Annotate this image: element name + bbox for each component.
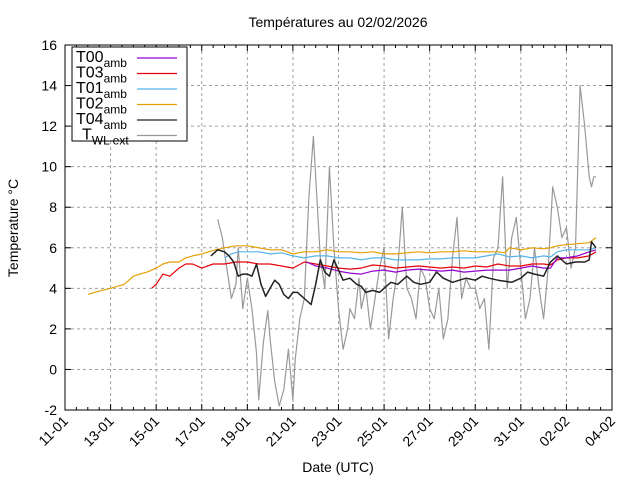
chart-title: Températures au 02/02/2026	[248, 14, 427, 30]
series-line-twlext	[217, 84, 596, 407]
y-tick-label: 16	[41, 37, 57, 53]
legend-label: T03amb	[76, 65, 127, 86]
legend-label: T04amb	[76, 111, 127, 132]
y-tick-label: 4	[49, 280, 57, 296]
series-line-t02amb	[87, 237, 597, 295]
legend-label: TWL ext	[82, 127, 129, 148]
legend-label: T00amb	[76, 49, 127, 70]
legend-entry: T03amb	[76, 65, 177, 86]
y-tick-label: 2	[49, 321, 57, 337]
y-tick-label: 10	[41, 159, 57, 175]
y-tick-label: -2	[45, 402, 58, 418]
y-tick-label: 0	[49, 361, 57, 377]
y-tick-label: 12	[41, 118, 57, 134]
x-axis-label: Date (UTC)	[302, 459, 374, 475]
series-line-t00amb	[306, 249, 597, 275]
series-layer	[87, 84, 597, 407]
y-tick-label: 6	[49, 240, 57, 256]
series-line-t03amb	[151, 251, 597, 289]
y-tick-label: 14	[41, 78, 57, 94]
legend-label: T01amb	[76, 80, 127, 101]
series-line-t04amb	[210, 240, 597, 306]
legend-label: T02amb	[76, 96, 127, 117]
series-line-t01amb	[224, 247, 597, 261]
legend-box	[71, 46, 188, 142]
legend-entry: T02amb	[76, 96, 177, 117]
legend-entry: T04amb	[76, 111, 177, 132]
legend-entry: TWL ext	[82, 127, 177, 148]
legend-entry: T00amb	[76, 49, 177, 70]
legend-entry: T01amb	[76, 80, 177, 101]
y-axis-label: Temperature °C	[5, 179, 21, 277]
y-tick-label: 8	[49, 199, 57, 215]
